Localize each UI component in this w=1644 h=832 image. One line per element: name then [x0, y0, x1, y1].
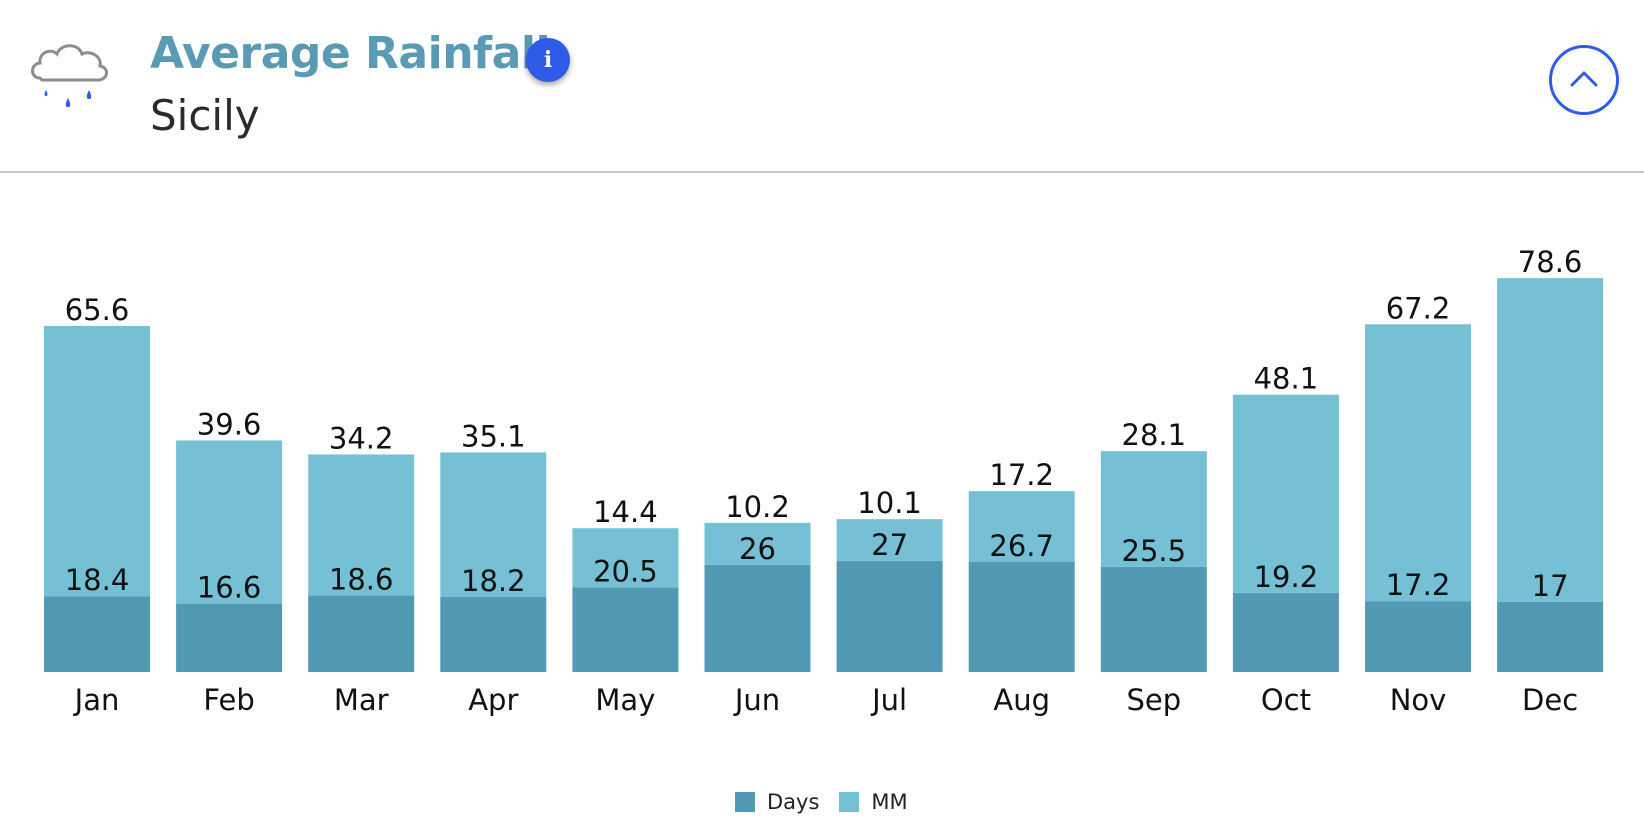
- data-label-days: 27: [871, 528, 908, 562]
- legend-item-days[interactable]: Days: [735, 790, 819, 814]
- data-label-days: 17: [1532, 569, 1569, 603]
- info-button[interactable]: i: [526, 38, 570, 82]
- legend-swatch-days: [735, 792, 755, 812]
- chart-legend: Days MM: [735, 790, 928, 814]
- x-tick-label: Apr: [468, 683, 518, 717]
- bar-days: [1365, 601, 1471, 672]
- data-label-mm: 78.6: [1518, 245, 1583, 279]
- x-tick-label: May: [595, 683, 655, 717]
- bar-days: [572, 587, 679, 672]
- data-label-days: 26.7: [989, 529, 1054, 563]
- x-tick-label: Sep: [1126, 683, 1181, 717]
- data-label-mm: 65.6: [65, 293, 130, 327]
- data-label-days: 18.4: [65, 563, 130, 597]
- x-tick-label: Jun: [733, 683, 780, 717]
- x-tick-label: Nov: [1390, 683, 1447, 717]
- bar-mm: [176, 440, 283, 604]
- bar-days: [308, 595, 415, 672]
- bar-days: [1232, 592, 1339, 672]
- bar-mm: [1365, 324, 1471, 602]
- data-label-mm: 14.4: [593, 495, 658, 529]
- bar-days: [704, 564, 811, 672]
- x-tick-label: Jan: [73, 683, 120, 717]
- data-label-days: 26: [739, 532, 776, 566]
- x-tick-label: Aug: [993, 683, 1050, 717]
- x-tick-label: Dec: [1522, 683, 1578, 717]
- data-label-mm: 34.2: [329, 421, 394, 455]
- data-label-days: 16.6: [197, 571, 262, 605]
- chevron-up-icon: [1570, 71, 1598, 87]
- legend-label-days: Days: [767, 790, 820, 814]
- data-label-days: 18.2: [461, 564, 526, 598]
- data-label-days: 19.2: [1254, 560, 1319, 594]
- info-icon: i: [543, 47, 553, 73]
- legend-item-mm[interactable]: MM: [839, 790, 908, 814]
- data-label-mm: 10.2: [725, 490, 790, 524]
- bar-mm: [1100, 451, 1207, 567]
- bar-mm: [572, 528, 679, 588]
- data-label-mm: 35.1: [461, 419, 526, 453]
- page-title: Average Rainfall: [150, 28, 551, 79]
- widget-header: Average Rainfall Sicily i: [0, 0, 1644, 173]
- bar-mm: [1497, 278, 1604, 602]
- data-label-days: 20.5: [593, 555, 658, 589]
- bar-mm: [836, 519, 943, 561]
- data-label-mm: 67.2: [1386, 291, 1451, 325]
- bar-days: [1100, 566, 1207, 672]
- legend-label-mm: MM: [871, 790, 908, 814]
- bar-days: [968, 561, 1075, 672]
- rainfall-bar-chart: 18.4 65.6 Jan 16.6 39.6 Feb 18.6 34.2 Mar 18.2 35.…: [44, 245, 1604, 717]
- data-label-mm: 10.1: [857, 486, 922, 520]
- x-tick-label: Feb: [203, 683, 254, 717]
- collapse-button[interactable]: [1549, 45, 1619, 115]
- data-label-days: 17.2: [1386, 568, 1451, 602]
- data-label-days: 25.5: [1122, 534, 1187, 568]
- x-tick-label: Oct: [1261, 683, 1311, 717]
- bar-mm: [308, 454, 415, 596]
- x-tick-label: Jul: [870, 683, 907, 717]
- data-label-days: 18.6: [329, 562, 394, 596]
- bar-mm: [1232, 394, 1339, 593]
- bar-days: [44, 596, 150, 672]
- bar-days: [836, 560, 943, 672]
- legend-swatch-mm: [839, 792, 860, 812]
- bar-mm: [44, 325, 150, 597]
- bar-mm: [968, 491, 1075, 562]
- data-label-mm: 28.1: [1122, 418, 1187, 452]
- data-label-mm: 48.1: [1254, 362, 1319, 396]
- bar-days: [1497, 601, 1604, 672]
- bar-days: [440, 597, 547, 672]
- x-tick-label: Mar: [334, 683, 389, 717]
- location-subtitle: Sicily: [150, 91, 260, 140]
- rain-cloud-icon: [31, 44, 108, 107]
- bar-days: [176, 603, 283, 672]
- data-label-mm: 39.6: [197, 407, 262, 441]
- bar-mm: [704, 522, 811, 565]
- data-label-mm: 17.2: [989, 458, 1054, 492]
- bar-mm: [440, 452, 547, 598]
